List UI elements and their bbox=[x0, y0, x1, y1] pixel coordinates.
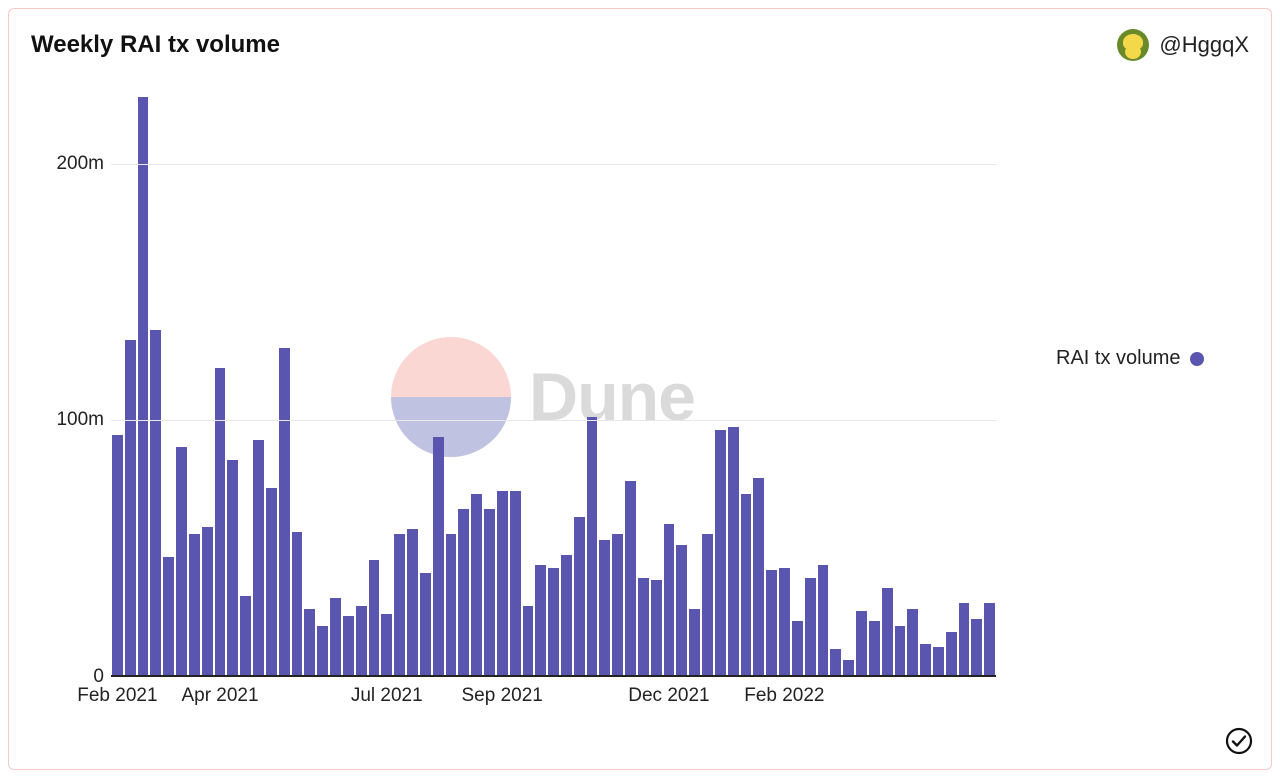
bar[interactable] bbox=[202, 527, 213, 675]
bar[interactable] bbox=[664, 524, 675, 675]
bar[interactable] bbox=[984, 603, 995, 675]
bar[interactable] bbox=[343, 616, 354, 675]
bar[interactable] bbox=[946, 632, 957, 675]
bar[interactable] bbox=[625, 481, 636, 675]
author-link[interactable]: @HggqX bbox=[1117, 29, 1249, 61]
bar[interactable] bbox=[651, 580, 662, 675]
bar[interactable] bbox=[753, 478, 764, 675]
bar[interactable] bbox=[484, 509, 495, 675]
bar[interactable] bbox=[150, 330, 161, 675]
bar[interactable] bbox=[330, 598, 341, 675]
bar[interactable] bbox=[843, 660, 854, 675]
bar[interactable] bbox=[292, 532, 303, 675]
bar[interactable] bbox=[856, 611, 867, 675]
bar[interactable] bbox=[381, 614, 392, 675]
bar[interactable] bbox=[715, 430, 726, 675]
bar[interactable] bbox=[497, 491, 508, 675]
bar[interactable] bbox=[112, 435, 123, 675]
bar[interactable] bbox=[599, 540, 610, 675]
legend: RAI tx volume bbox=[1016, 87, 1249, 727]
bar[interactable] bbox=[215, 368, 226, 675]
bar[interactable] bbox=[433, 437, 444, 675]
bar[interactable] bbox=[163, 557, 174, 675]
bar[interactable] bbox=[369, 560, 380, 675]
bar[interactable] bbox=[317, 626, 328, 675]
bar[interactable] bbox=[728, 427, 739, 675]
bar[interactable] bbox=[882, 588, 893, 675]
bar[interactable] bbox=[920, 644, 931, 675]
bar[interactable] bbox=[266, 488, 277, 675]
bar[interactable] bbox=[356, 606, 367, 675]
bar[interactable] bbox=[766, 570, 777, 675]
author-handle: @HggqX bbox=[1159, 32, 1249, 58]
x-axis-label: Dec 2021 bbox=[628, 685, 709, 707]
chart-card: Weekly RAI tx volume @HggqX Dune 0100m20… bbox=[8, 8, 1272, 770]
bar[interactable] bbox=[587, 417, 598, 675]
bar[interactable] bbox=[240, 596, 251, 675]
chart-title: Weekly RAI tx volume bbox=[31, 31, 280, 59]
x-axis-label: Jul 2021 bbox=[351, 685, 423, 707]
verified-check-icon[interactable] bbox=[1225, 727, 1253, 755]
bar[interactable] bbox=[227, 460, 238, 675]
bar[interactable] bbox=[510, 491, 521, 675]
x-axis-label: Feb 2021 bbox=[77, 685, 157, 707]
bar[interactable] bbox=[458, 509, 469, 675]
bar[interactable] bbox=[638, 578, 649, 675]
bar[interactable] bbox=[779, 568, 790, 675]
bar[interactable] bbox=[676, 545, 687, 675]
bar[interactable] bbox=[574, 517, 585, 676]
bar[interactable] bbox=[253, 440, 264, 675]
bar[interactable] bbox=[971, 619, 982, 675]
bar[interactable] bbox=[407, 529, 418, 675]
bar[interactable] bbox=[792, 621, 803, 675]
x-axis-label: Feb 2022 bbox=[744, 685, 824, 707]
x-axis-label: Apr 2021 bbox=[181, 685, 258, 707]
bar[interactable] bbox=[702, 534, 713, 675]
bar[interactable] bbox=[446, 534, 457, 675]
bar[interactable] bbox=[895, 626, 906, 675]
bar[interactable] bbox=[818, 565, 829, 675]
bar[interactable] bbox=[471, 494, 482, 676]
card-header: Weekly RAI tx volume @HggqX bbox=[31, 27, 1249, 63]
bar[interactable] bbox=[279, 348, 290, 675]
bar[interactable] bbox=[959, 603, 970, 675]
legend-label: RAI tx volume bbox=[1056, 347, 1180, 370]
legend-item[interactable]: RAI tx volume bbox=[1056, 347, 1204, 370]
bar[interactable] bbox=[394, 534, 405, 675]
bar[interactable] bbox=[548, 568, 559, 675]
bar[interactable] bbox=[612, 534, 623, 675]
bar[interactable] bbox=[907, 609, 918, 675]
bar[interactable] bbox=[535, 565, 546, 675]
bar[interactable] bbox=[176, 447, 187, 675]
y-axis-label: 200m bbox=[34, 153, 104, 175]
bar[interactable] bbox=[933, 647, 944, 675]
bar[interactable] bbox=[869, 621, 880, 675]
bar[interactable] bbox=[741, 494, 752, 676]
bar[interactable] bbox=[689, 609, 700, 675]
chart-box: Dune 0100m200mFeb 2021Apr 2021Jul 2021Se… bbox=[31, 87, 1016, 727]
chart-row: Dune 0100m200mFeb 2021Apr 2021Jul 2021Se… bbox=[31, 87, 1249, 727]
legend-swatch-icon bbox=[1190, 352, 1204, 366]
bars-container bbox=[111, 87, 996, 675]
bar[interactable] bbox=[830, 649, 841, 675]
y-axis-label: 100m bbox=[34, 409, 104, 431]
bar[interactable] bbox=[304, 609, 315, 675]
avatar bbox=[1117, 29, 1149, 61]
bar[interactable] bbox=[561, 555, 572, 675]
bar[interactable] bbox=[138, 97, 149, 675]
bar[interactable] bbox=[805, 578, 816, 675]
plot-area bbox=[111, 87, 996, 677]
bar[interactable] bbox=[189, 534, 200, 675]
bar[interactable] bbox=[125, 340, 136, 675]
x-axis-label: Sep 2021 bbox=[462, 685, 543, 707]
bar[interactable] bbox=[420, 573, 431, 675]
bar[interactable] bbox=[523, 606, 534, 675]
